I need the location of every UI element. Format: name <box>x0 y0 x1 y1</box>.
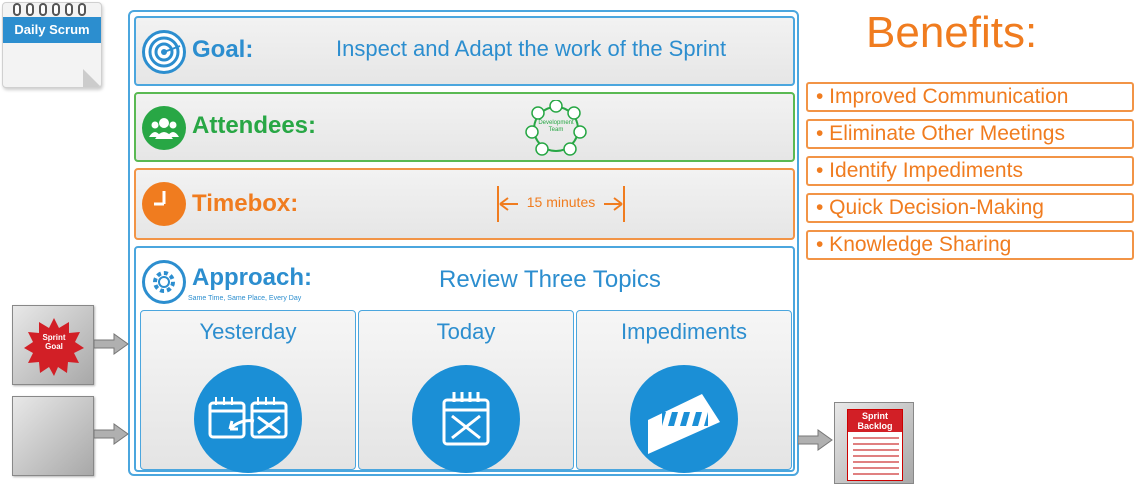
topic-title: Impediments <box>621 319 747 344</box>
arrow-right-icon <box>798 429 833 451</box>
development-team-label: Development Team <box>532 120 580 134</box>
backlog-line1: Sprint <box>862 411 888 421</box>
team-label-line2: Team <box>548 127 564 133</box>
benefit-item: • Knowledge Sharing <box>806 230 1134 260</box>
calendar-x-icon <box>412 365 520 473</box>
goal-label: Goal: <box>192 36 254 63</box>
development-team-diagram: Development Team <box>524 99 588 158</box>
benefit-item: • Identify Impediments <box>806 156 1134 186</box>
timebox-label: Timebox: <box>192 190 299 217</box>
topic-impediments: Impediments <box>576 310 792 473</box>
gears-icon <box>142 260 186 304</box>
goal-text: Inspect and Adapt the work of the Sprint <box>336 36 727 61</box>
benefits-title: Benefits: <box>866 8 1038 57</box>
blank-input-box <box>12 396 94 476</box>
backlog-line2: Backlog <box>857 421 893 431</box>
sprint-goal-burst-icon <box>24 318 84 376</box>
backlog-lines <box>853 437 899 479</box>
sprint-goal-line2: Goal <box>45 342 63 351</box>
topic-today: Today <box>358 310 574 473</box>
sprint-goal-line1: Sprint <box>42 333 66 342</box>
approach-label: Approach: <box>192 264 312 291</box>
daily-scrum-calendar-icon: Daily Scrum <box>2 2 102 88</box>
daily-scrum-panel: Goal: Inspect and Adapt the work of the … <box>128 10 799 476</box>
topics-heading: Review Three Topics <box>439 266 661 293</box>
sprint-backlog-document-icon: Sprint Backlog <box>847 409 903 481</box>
calendar-rings <box>13 3 97 17</box>
benefit-item: • Eliminate Other Meetings <box>806 119 1134 149</box>
target-icon <box>142 30 186 74</box>
benefit-item: • Quick Decision-Making <box>806 193 1134 223</box>
benefit-item: • Improved Communication <box>806 82 1134 112</box>
topic-title: Yesterday <box>199 319 297 344</box>
approach-subtitle: Same Time, Same Place, Every Day <box>188 295 302 302</box>
attendees-label: Attendees: <box>192 112 317 139</box>
barrier-icon <box>630 365 738 473</box>
people-icon <box>142 106 186 150</box>
approach-row: Approach: Same Time, Same Place, Every D… <box>134 246 795 473</box>
clock-icon <box>142 182 186 226</box>
calendar-title: Daily Scrum <box>3 17 101 43</box>
duration-text: 15 minutes <box>526 194 596 210</box>
sprint-backlog-label: Sprint Backlog <box>848 410 902 432</box>
arrow-right-icon <box>94 333 129 355</box>
topic-yesterday: Yesterday <box>140 310 356 473</box>
sprint-goal-label: Sprint Goal <box>23 333 85 351</box>
goal-row: Goal: Inspect and Adapt the work of the … <box>134 16 795 86</box>
timebox-row: Timebox: 15 minutes <box>134 168 795 240</box>
arrow-right-icon <box>94 423 129 445</box>
calendar-page-fold <box>83 69 101 87</box>
sprint-goal-box: Sprint Goal <box>12 305 94 385</box>
sprint-backlog-box: Sprint Backlog <box>834 402 914 484</box>
team-label-line1: Development <box>538 120 574 126</box>
topic-title: Today <box>436 319 496 344</box>
duration-indicator: 15 minutes <box>496 184 626 224</box>
attendees-row: Attendees: Development Team <box>134 92 795 162</box>
calendar-back-icon <box>194 365 302 473</box>
benefits-list: • Improved Communication • Eliminate Oth… <box>806 82 1134 267</box>
